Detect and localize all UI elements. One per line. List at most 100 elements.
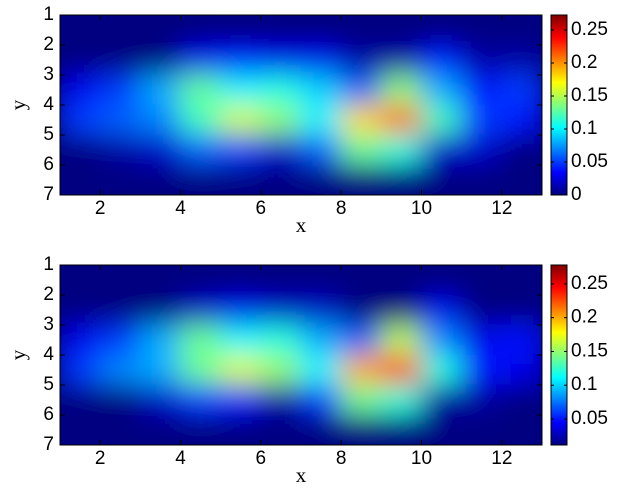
heat-cell — [260, 15, 301, 46]
x-tick-label: 12 — [491, 448, 512, 469]
heat-cell — [220, 355, 261, 386]
heat-cell — [501, 295, 542, 326]
heat-cell — [421, 385, 462, 416]
heat-cell — [381, 265, 422, 296]
heat-cell — [461, 105, 502, 136]
heat-cell — [301, 45, 342, 76]
heat-cell — [220, 385, 261, 416]
heat-cell — [140, 45, 181, 76]
y-axis-label: y — [6, 99, 30, 110]
heat-cell — [461, 295, 502, 326]
heat-cell — [60, 325, 101, 356]
x-tick-label: 6 — [256, 198, 267, 219]
heat-cell — [381, 165, 422, 196]
heat-cell — [260, 45, 301, 76]
heat-cell — [301, 15, 342, 46]
x-axis-label: x — [296, 463, 307, 487]
colorbar-tick-label: 0.05 — [571, 151, 608, 172]
heat-cell — [260, 75, 301, 106]
heat-cell — [140, 75, 181, 106]
x-tick-label: 4 — [175, 448, 186, 469]
heat-cell — [100, 135, 141, 166]
heat-cell — [60, 135, 101, 166]
heat-cell — [501, 15, 542, 46]
heat-cell — [140, 15, 181, 46]
colorbar-tick-label: 0.25 — [571, 273, 608, 294]
heat-cell — [60, 265, 101, 296]
heat-cell — [260, 385, 301, 416]
x-tick-label: 8 — [336, 198, 347, 219]
heat-cell — [461, 75, 502, 106]
colorbar-tick-label: 0.2 — [571, 52, 597, 73]
y-tick-label: 4 — [43, 94, 54, 115]
heat-cell — [220, 105, 261, 136]
heat-cell — [501, 75, 542, 106]
heat-cell — [421, 165, 462, 196]
heat-cell — [60, 295, 101, 326]
heat-cell — [341, 105, 382, 136]
heat-cell — [60, 105, 101, 136]
heat-cell — [140, 135, 181, 166]
heat-cell — [220, 165, 261, 196]
colorbar-tick-label: 0.2 — [571, 307, 597, 328]
heat-cell — [180, 265, 221, 296]
heat-cell — [461, 135, 502, 166]
heat-cell — [180, 295, 221, 326]
heat-cell — [100, 325, 141, 356]
field — [60, 265, 543, 446]
y-tick-label: 1 — [43, 254, 54, 275]
y-tick-label: 6 — [43, 404, 54, 425]
heat-cell — [180, 355, 221, 386]
heat-cell — [180, 325, 221, 356]
heat-cell — [220, 15, 261, 46]
heat-cell — [140, 355, 181, 386]
heat-cell — [341, 265, 382, 296]
chart: 246810121234567xy00.050.10.150.20.252468… — [0, 0, 631, 488]
heat-cell — [60, 75, 101, 106]
heat-cell — [341, 75, 382, 106]
heat-cell — [60, 355, 101, 386]
heat-cell — [381, 355, 422, 386]
y-tick-label: 3 — [43, 314, 54, 335]
heat-cell — [180, 165, 221, 196]
heat-cell — [501, 265, 542, 296]
heat-cell — [220, 295, 261, 326]
heat-cell — [140, 415, 181, 446]
heat-cell — [301, 165, 342, 196]
heat-cell — [220, 75, 261, 106]
heat-cell — [341, 295, 382, 326]
y-axis-label: y — [6, 349, 30, 360]
heat-cell — [260, 415, 301, 446]
heat-cell — [341, 385, 382, 416]
heat-cell — [180, 415, 221, 446]
heat-cell — [100, 265, 141, 296]
x-tick-label: 4 — [175, 198, 186, 219]
heat-cell — [140, 165, 181, 196]
heat-cell — [180, 45, 221, 76]
heat-cell — [501, 135, 542, 166]
heat-cell — [461, 325, 502, 356]
colorbar-tick-label: 0 — [571, 184, 582, 205]
colorbar-tick-label: 0.1 — [571, 118, 597, 139]
heat-cell — [461, 45, 502, 76]
heat-cell — [501, 385, 542, 416]
y-tick-label: 7 — [43, 184, 54, 205]
y-tick-label: 5 — [43, 124, 54, 145]
heat-cell — [220, 325, 261, 356]
heat-cell — [501, 165, 542, 196]
heat-cell — [501, 415, 542, 446]
heat-cell — [140, 325, 181, 356]
heat-cell — [381, 385, 422, 416]
heat-cell — [341, 355, 382, 386]
heat-cell — [260, 135, 301, 166]
field-clip — [60, 15, 543, 196]
heat-cell — [140, 385, 181, 416]
heat-cell — [100, 355, 141, 386]
heat-cell — [461, 165, 502, 196]
heat-cell — [381, 295, 422, 326]
heat-cell — [341, 325, 382, 356]
heat-cell — [100, 295, 141, 326]
heat-cell — [341, 45, 382, 76]
heat-cell — [381, 135, 422, 166]
heat-cell — [260, 265, 301, 296]
